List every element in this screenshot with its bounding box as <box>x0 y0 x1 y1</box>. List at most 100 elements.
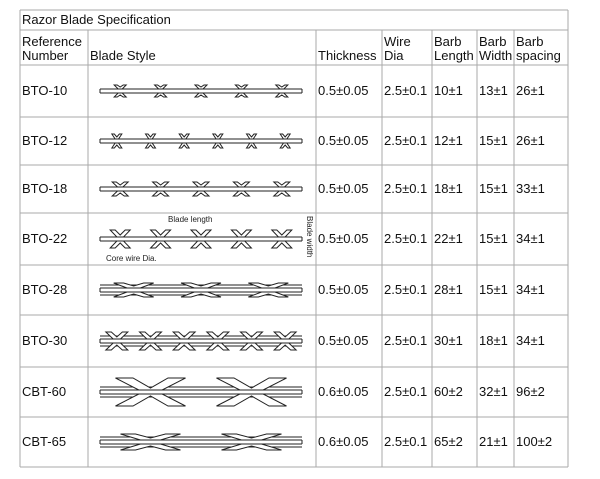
barb <box>234 84 249 90</box>
barb <box>216 393 287 407</box>
barb <box>113 282 154 289</box>
barb <box>279 142 292 149</box>
spec-value: 0.5±0.05 <box>318 333 369 348</box>
barb <box>104 342 130 351</box>
barb <box>270 229 293 238</box>
spec-value: 65±2 <box>434 434 463 449</box>
barb <box>112 84 128 90</box>
spec-value: 15±1 <box>479 282 508 297</box>
spec-value: 33±1 <box>516 181 545 196</box>
spec-value: 21±1 <box>479 434 508 449</box>
spec-value: 2.5±0.1 <box>384 434 428 449</box>
spec-value: 26±1 <box>516 83 545 98</box>
barb <box>248 291 289 298</box>
column-header: Barb Length <box>434 34 474 63</box>
spec-value: 60±2 <box>434 384 463 399</box>
spec-value: 0.6±0.05 <box>318 384 369 399</box>
barb <box>120 433 181 441</box>
barb <box>211 133 224 140</box>
spec-value: 0.5±0.05 <box>318 231 369 246</box>
barb <box>180 282 222 289</box>
barb <box>115 393 186 407</box>
barb <box>232 181 251 188</box>
barb <box>193 92 209 98</box>
spec-value: 13±1 <box>479 83 508 98</box>
spec-value: 0.6±0.05 <box>318 434 369 449</box>
barb <box>189 229 213 238</box>
barb <box>180 291 222 298</box>
barb <box>232 190 251 197</box>
column-header: Wire Dia <box>384 34 411 63</box>
annotation: Core wire Dia. <box>106 254 157 263</box>
barb <box>272 331 298 340</box>
barb <box>239 342 264 351</box>
barb <box>113 291 154 298</box>
barb <box>120 443 181 451</box>
spec-value: 18±1 <box>434 181 463 196</box>
reference-number: BTO-30 <box>22 333 68 348</box>
barb <box>144 142 157 149</box>
spec-value: 34±1 <box>516 282 545 297</box>
barb <box>153 84 168 90</box>
spec-value: 0.5±0.05 <box>318 133 369 148</box>
barb <box>230 229 253 238</box>
barb <box>144 133 157 140</box>
spec-value: 0.5±0.05 <box>318 282 369 297</box>
barb <box>216 377 287 391</box>
table-title: Razor Blade Specification <box>22 12 171 27</box>
barb <box>109 240 132 249</box>
reference-number: BTO-28 <box>22 282 68 297</box>
spec-value: 100±2 <box>516 434 553 449</box>
barb <box>104 331 130 340</box>
barb <box>112 92 128 98</box>
spec-value: 15±1 <box>479 181 508 196</box>
spec-value: 34±1 <box>516 333 545 348</box>
annotation: Blade width <box>305 216 314 258</box>
reference-number: CBT-60 <box>22 384 67 399</box>
barb <box>138 331 163 340</box>
column-header: Barb Width <box>479 34 513 63</box>
barb <box>211 142 224 149</box>
spec-value: 22±1 <box>434 231 463 246</box>
column-header: Blade Style <box>90 48 156 63</box>
reference-number: BTO-10 <box>22 83 68 98</box>
barb <box>110 190 130 197</box>
barb <box>149 229 172 238</box>
barb <box>272 190 292 197</box>
barb <box>272 342 298 351</box>
barb <box>138 342 163 351</box>
spec-value: 2.5±0.1 <box>384 333 428 348</box>
spec-value: 2.5±0.1 <box>384 83 428 98</box>
spec-value: 2.5±0.1 <box>384 133 428 148</box>
barb <box>274 92 290 98</box>
barb <box>272 181 292 188</box>
spec-value: 30±1 <box>434 333 463 348</box>
spec-value: 28±1 <box>434 282 463 297</box>
spec-value: 96±2 <box>516 384 545 399</box>
barb <box>110 142 123 149</box>
spec-value: 0.5±0.05 <box>318 181 369 196</box>
barb <box>110 181 130 188</box>
reference-number: CBT-65 <box>22 434 67 449</box>
barb <box>189 240 213 249</box>
spec-value: 2.5±0.1 <box>384 181 428 196</box>
reference-number: BTO-12 <box>22 133 68 148</box>
barb <box>239 331 264 340</box>
barb <box>230 240 253 249</box>
column-header: Thickness <box>318 48 377 63</box>
barb <box>115 377 186 391</box>
barb <box>178 133 191 140</box>
barb <box>178 142 191 149</box>
barb <box>248 282 289 289</box>
barb <box>171 342 197 351</box>
barb <box>151 190 170 197</box>
barb <box>234 92 249 98</box>
barb <box>245 142 258 149</box>
barb <box>151 181 170 188</box>
annotation: Blade length <box>168 215 213 224</box>
barb <box>205 331 231 340</box>
spec-value: 26±1 <box>516 133 545 148</box>
column-header: Barb spacing <box>516 34 561 63</box>
barb <box>245 133 258 140</box>
